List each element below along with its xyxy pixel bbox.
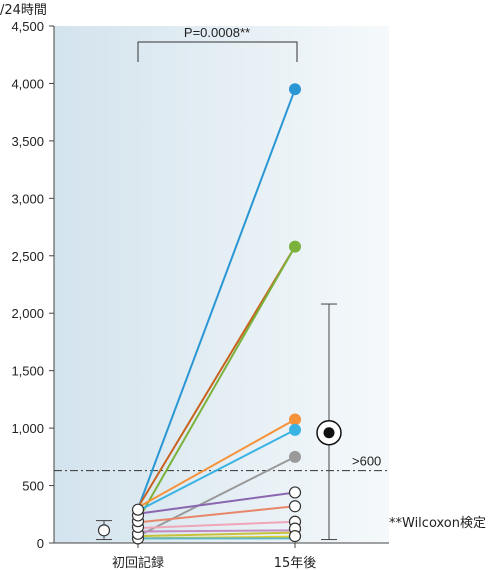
y-tick-label: 2,500 [11,249,44,264]
final-filled-marker [289,413,301,426]
series-line [137,529,296,533]
y-tick-label: 2,000 [11,306,44,321]
series-line [137,491,296,515]
y-ticks: 0 500 1,000 1,500 2,000 2,500 3,000 3,500 4,000 4… [11,19,54,551]
y-tick-label: 4,000 [11,76,44,91]
y-tick-label: 4,500 [11,19,44,34]
final-filled-marker [289,450,301,463]
final-open-marker [288,486,302,499]
y-axis-label: /24時間 [0,3,47,18]
series-lines [137,88,296,540]
series-line [137,245,296,522]
final-open-marker [288,500,302,513]
summary-mean [97,524,111,537]
y-tick-label: 500 [22,479,44,494]
threshold-label: >600 [352,454,381,469]
significance-bracket-line [137,41,298,62]
y-tick-label: 3,500 [11,134,44,149]
series-line [137,428,296,512]
significance-bracket: P=0.0008** [137,25,298,62]
significance-label: P=0.0008** [184,25,250,40]
y-tick-label: 3,000 [11,191,44,206]
threshold-group: >600 [54,454,389,472]
final-open-marker [288,530,302,543]
series-line [137,505,296,524]
footnote: **Wilcoxon検定 [389,516,486,531]
final-filled-marker [289,240,301,253]
x-tick-label: 15年後 [274,556,317,570]
markers [131,83,302,545]
y-tick-label: 0 [37,536,44,551]
series-line [137,418,296,509]
series-line [137,455,296,538]
summary-mean-inner [323,427,335,439]
summary-markers [96,303,342,541]
y-tick-label: 1,500 [11,364,44,379]
series-line [137,520,296,530]
final-filled-marker [289,83,301,96]
y-tick-label: 1,000 [11,421,44,436]
initial-marker [131,503,145,516]
x-ticks: 初回記録 15年後 [112,543,316,570]
x-tick-label: 初回記録 [112,555,164,570]
series-line [137,88,296,510]
final-filled-marker [289,423,301,436]
series-line [137,245,296,509]
series-line [137,531,296,538]
